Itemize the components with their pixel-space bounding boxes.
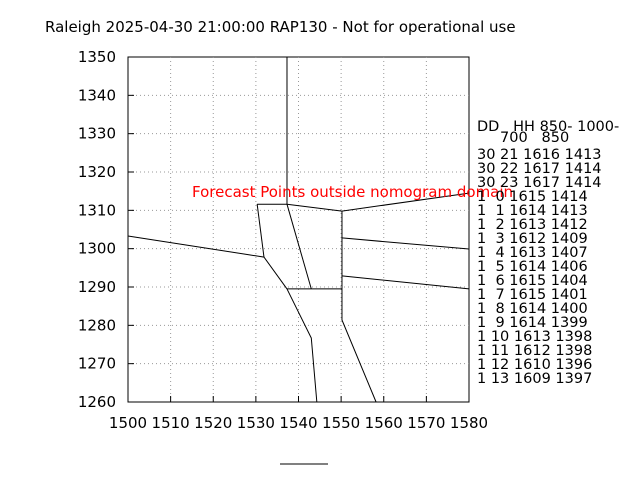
table-row: 30 23 1617 1414 bbox=[477, 175, 602, 191]
y-tick-label: 1350 bbox=[78, 48, 116, 66]
table-row: 30 21 1616 1413 bbox=[477, 147, 602, 163]
x-tick-label: 1540 bbox=[279, 414, 317, 432]
y-tick-label: 1330 bbox=[78, 125, 116, 143]
table-row: 1 3 1612 1409 bbox=[477, 231, 588, 247]
table-row: 1 7 1615 1401 bbox=[477, 287, 588, 303]
table-row: 30 22 1617 1414 bbox=[477, 161, 602, 177]
x-tick-label: 1510 bbox=[152, 414, 190, 432]
nomogram-line bbox=[341, 211, 377, 403]
table-row: 1 11 1612 1398 bbox=[477, 343, 592, 359]
table-row: 1 0 1615 1414 bbox=[477, 189, 588, 205]
x-tick-label: 1500 bbox=[109, 414, 147, 432]
table-row: 1 4 1613 1407 bbox=[477, 245, 588, 261]
table-row: 1 13 1609 1397 bbox=[477, 371, 592, 387]
nomogram-line bbox=[286, 204, 312, 290]
y-tick-label: 1260 bbox=[78, 393, 116, 411]
y-tick-label: 1290 bbox=[78, 278, 116, 296]
table-row: 1 6 1615 1404 bbox=[477, 273, 588, 289]
annotation: Forecast Points outside nomogram domain bbox=[192, 183, 513, 201]
x-tick-label: 1560 bbox=[365, 414, 403, 432]
table-row: 1 8 1614 1400 bbox=[477, 301, 588, 317]
nomogram-line bbox=[286, 288, 318, 403]
table-row: 1 1 1614 1413 bbox=[477, 203, 588, 219]
table-row: 1 2 1613 1412 bbox=[477, 217, 588, 233]
x-tick-label: 1530 bbox=[237, 414, 275, 432]
chart-title: Raleigh 2025-04-30 21:00:00 RAP130 - Not… bbox=[45, 18, 516, 36]
nomogram-line bbox=[256, 204, 265, 258]
table-row: 1 9 1614 1399 bbox=[477, 315, 588, 331]
x-tick-label: 1520 bbox=[194, 414, 232, 432]
y-tick-label: 1300 bbox=[78, 240, 116, 258]
y-tick-label: 1270 bbox=[78, 355, 116, 373]
y-tick-label: 1320 bbox=[78, 163, 116, 181]
x-tick-label: 1580 bbox=[450, 414, 488, 432]
table-row: 1 12 1610 1396 bbox=[477, 357, 592, 373]
y-tick-label: 1310 bbox=[78, 201, 116, 219]
nomogram-line bbox=[341, 237, 470, 250]
table-row: 1 5 1614 1406 bbox=[477, 259, 588, 275]
nomogram-line bbox=[127, 235, 288, 290]
table-header: 700 850 bbox=[477, 130, 569, 146]
x-tick-label: 1570 bbox=[407, 414, 445, 432]
x-tick-label: 1550 bbox=[322, 414, 360, 432]
y-tick-label: 1280 bbox=[78, 316, 116, 334]
nomogram-line bbox=[341, 275, 470, 290]
y-tick-label: 1340 bbox=[78, 86, 116, 104]
table-row: 1 10 1613 1398 bbox=[477, 329, 592, 345]
table-header: DD HH 850- 1000- bbox=[477, 119, 619, 135]
